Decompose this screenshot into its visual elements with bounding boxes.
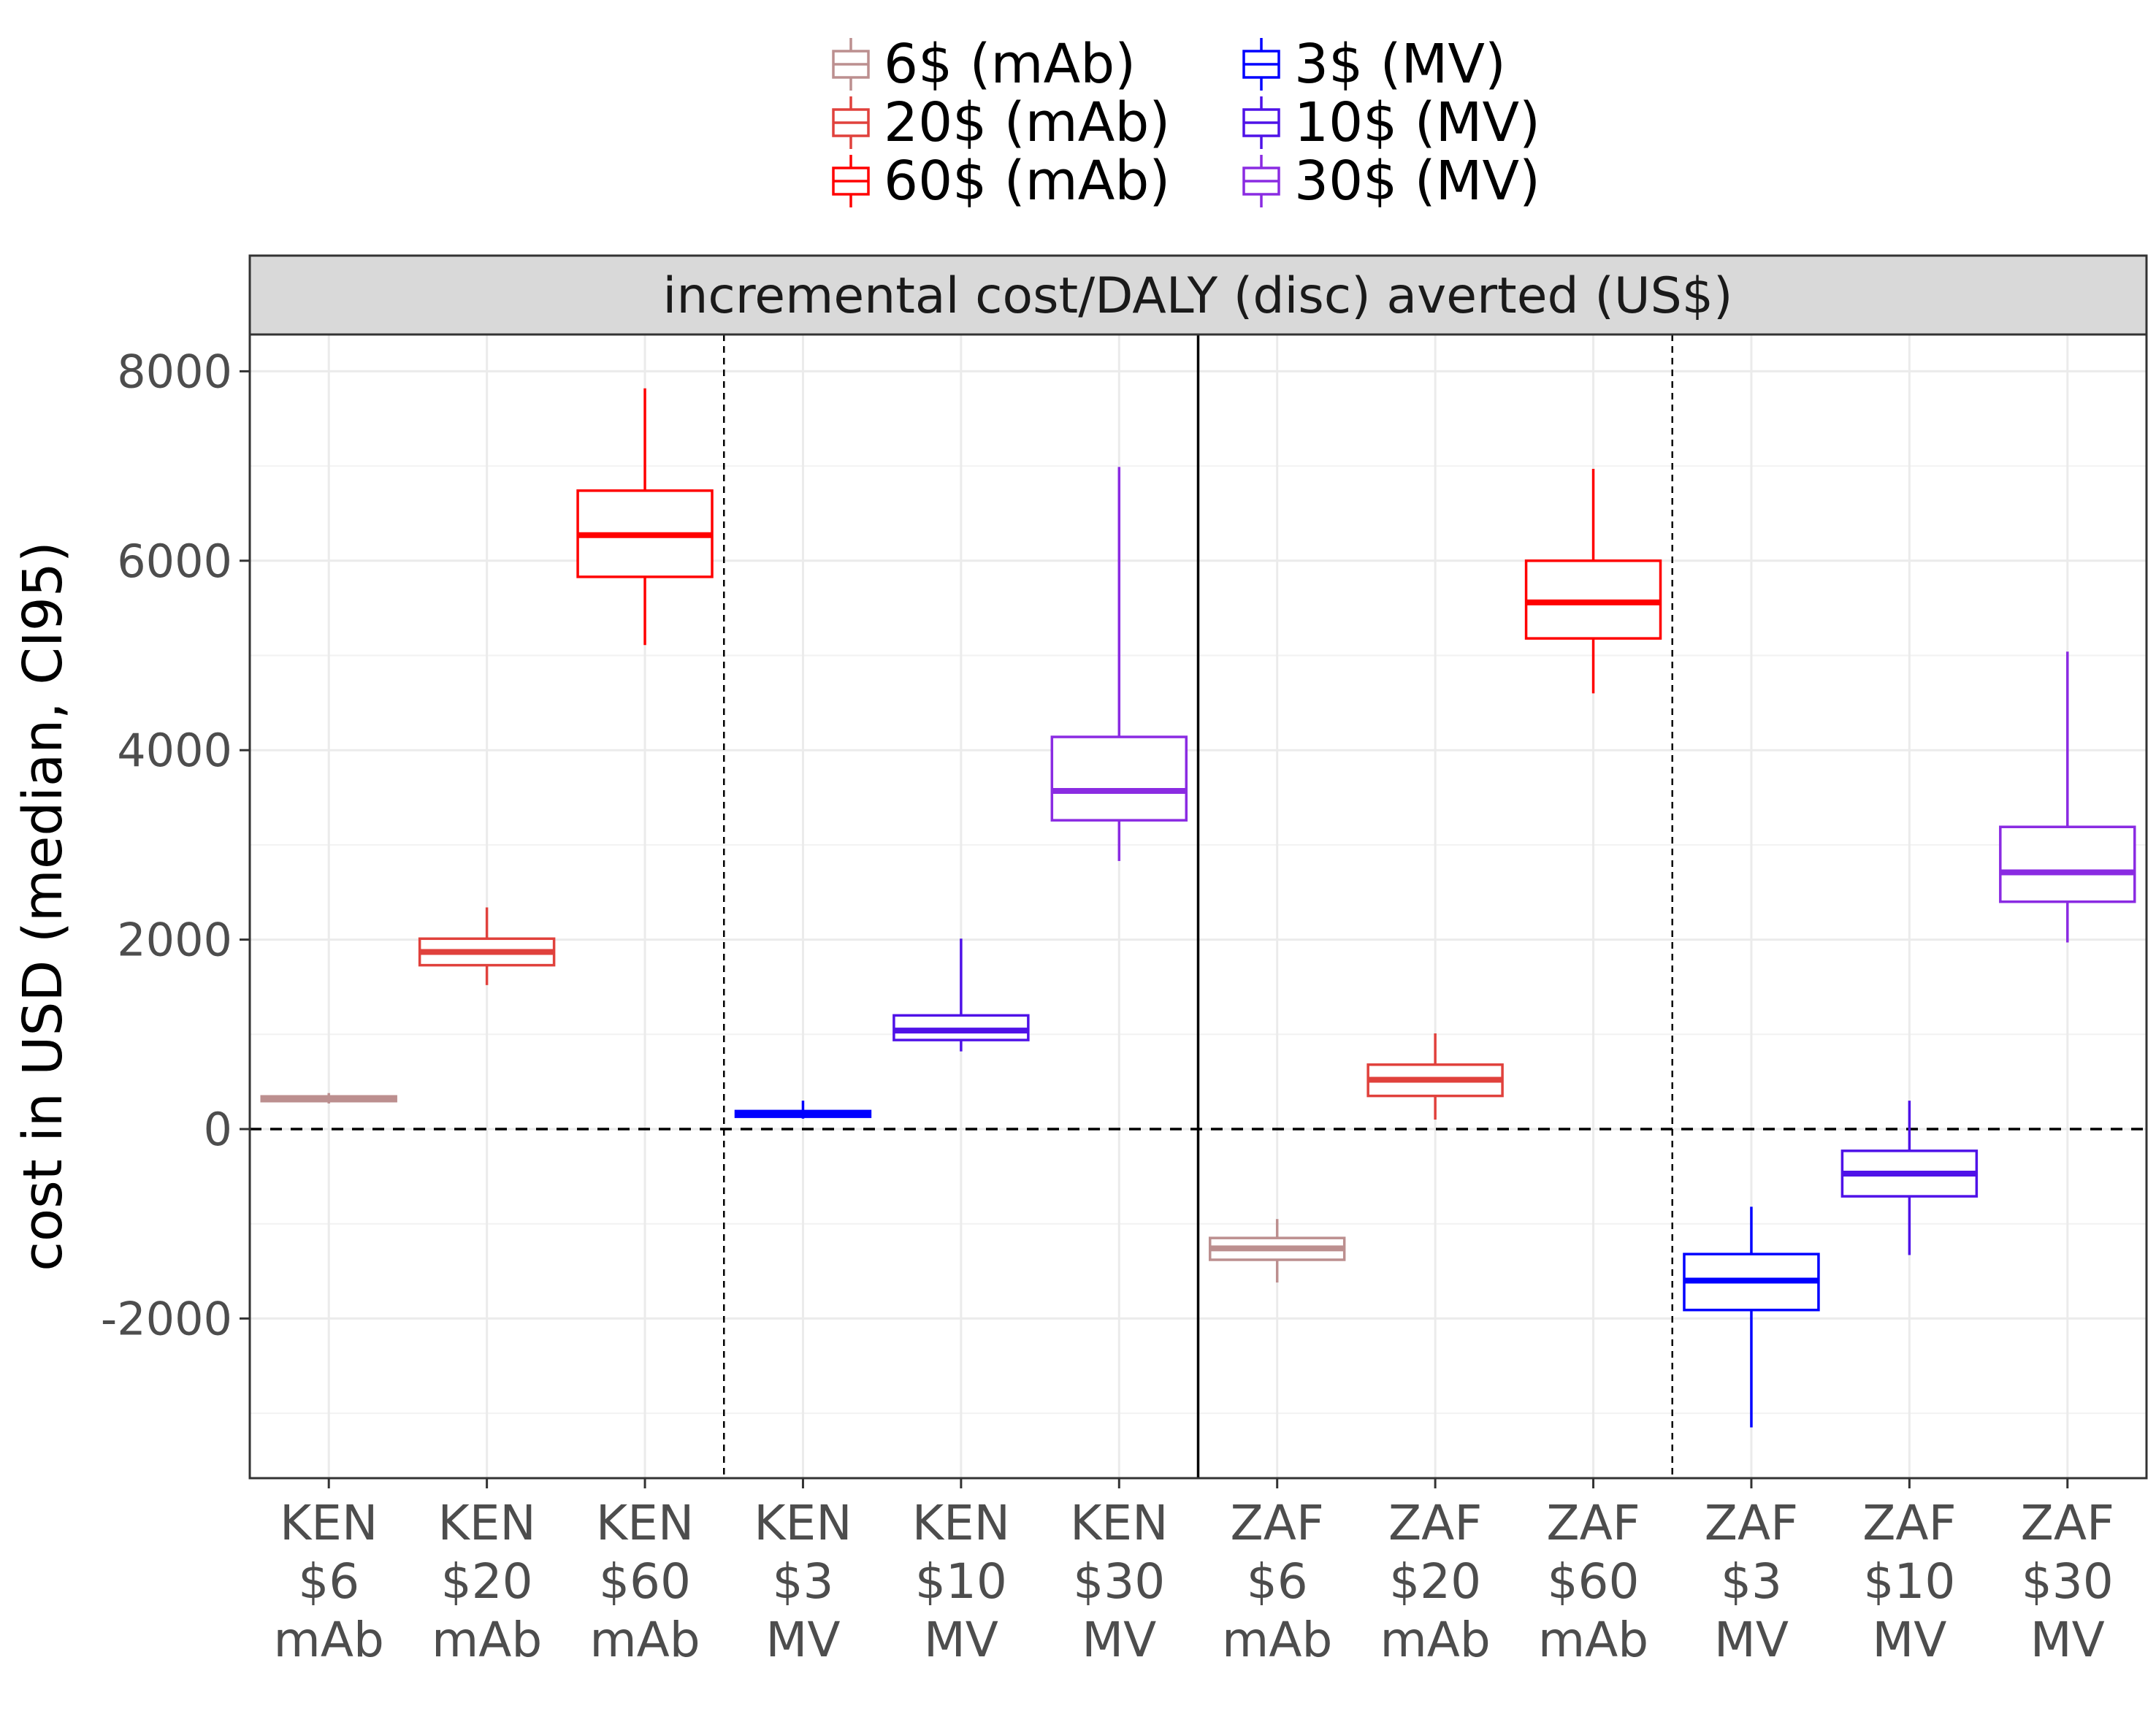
x-tick-label: mAb [274,1612,384,1668]
y-axis-title: cost in USD (median, CI95) [12,541,74,1271]
x-tick-label: mAb [1380,1612,1490,1668]
box-ken-20-mab [418,907,556,985]
x-tick-label: ZAF [1862,1495,1956,1551]
y-axis: -2000 0 2000 4000 6000 8000 [101,345,250,1345]
legend-item: 10$ (MV) [1242,91,1540,154]
legend-item: 6$ (mAb) [832,33,1136,96]
x-tick-label: $30 [1073,1553,1165,1610]
box-zaf-3-mv [1683,1206,1820,1428]
x-tick-label: $20 [441,1553,533,1610]
x-tick-label: MV [1082,1612,1156,1668]
y-tick-label: 8000 [117,345,232,398]
legend-label: 60$ (mAb) [884,150,1170,213]
box-zaf-60-mab [1524,468,1662,694]
box-zaf-10-mv [1840,1101,1979,1255]
x-tick-label: ZAF [1388,1495,1482,1551]
x-tick-label: mAb [1222,1612,1332,1668]
legend-label: 10$ (MV) [1294,91,1540,154]
legend-item: 30$ (MV) [1242,150,1540,213]
x-tick-label: KEN [280,1495,378,1551]
x-tick-label: KEN [1070,1495,1168,1551]
box-ken-3-mv [734,1101,872,1119]
boxes [260,388,2136,1428]
y-tick-label: 2000 [117,914,232,967]
x-tick-label: MV [924,1612,998,1668]
x-tick-label: $6 [1247,1553,1308,1610]
y-tick-label: 4000 [117,724,232,777]
box-body [1050,735,1188,822]
legend-label: 20$ (mAb) [884,91,1170,154]
x-tick-label: ZAF [2021,1495,2114,1551]
x-tick-label: MV [1714,1612,1789,1668]
y-tick-label: 0 [204,1103,232,1156]
legend-item: 3$ (MV) [1242,33,1506,96]
box-body [1999,825,2136,903]
legend-label: 3$ (MV) [1294,33,1506,96]
facet-strip [248,254,2148,336]
box-zaf-6-mab [1208,1219,1346,1283]
x-tick-label: $3 [1721,1553,1782,1610]
x-tick-label: $60 [1548,1553,1640,1610]
x-tick-label: ZAF [1231,1495,1324,1551]
legend-item: 60$ (mAb) [832,150,1170,213]
x-tick-label: $10 [915,1553,1007,1610]
x-tick-label: KEN [912,1495,1010,1551]
box-ken-6-mab [260,1093,397,1104]
box-zaf-20-mab [1366,1033,1504,1120]
box-ken-30-mv [1050,467,1188,861]
x-tick-label: MV [2030,1612,2105,1668]
legend: 6$ (mAb)20$ (mAb)60$ (mAb) 3$ (MV)10$ (MV… [832,33,1540,213]
x-tick-label: $60 [599,1553,691,1610]
x-tick-label: mAb [1538,1612,1648,1668]
y-tick-label: 6000 [117,535,232,588]
separators [250,334,2147,1478]
facet-title: incremental cost/DALY (disc) averted (US… [662,267,1732,325]
x-tick-label: ZAF [1705,1495,1798,1551]
x-tick-label: $3 [772,1553,833,1610]
legend-label: 6$ (mAb) [884,33,1136,96]
x-tick-label: $20 [1389,1553,1481,1610]
x-tick-label: MV [1872,1612,1946,1668]
box-ken-10-mv [892,938,1030,1052]
legend-item: 20$ (mAb) [832,91,1170,154]
x-tick-label: $6 [298,1553,359,1610]
x-tick-label: KEN [754,1495,852,1551]
x-tick-label: mAb [432,1612,542,1668]
plot-panel-border [248,333,2148,1480]
x-tick-label: mAb [589,1612,700,1668]
x-axis: KEN$6mAbKEN$20mAbKEN$60mAbKEN$3MVKEN$10M… [274,1478,2114,1668]
box-ken-60-mab [576,388,714,646]
x-tick-label: MV [765,1612,840,1668]
x-tick-label: KEN [437,1495,535,1551]
x-tick-label: $10 [1863,1553,1955,1610]
y-tick-label: -2000 [101,1292,232,1345]
x-tick-label: KEN [596,1495,694,1551]
legend-label: 30$ (MV) [1294,150,1540,213]
box-zaf-30-mv [1999,651,2136,943]
x-tick-label: $30 [2022,1553,2114,1610]
x-tick-label: ZAF [1546,1495,1640,1551]
